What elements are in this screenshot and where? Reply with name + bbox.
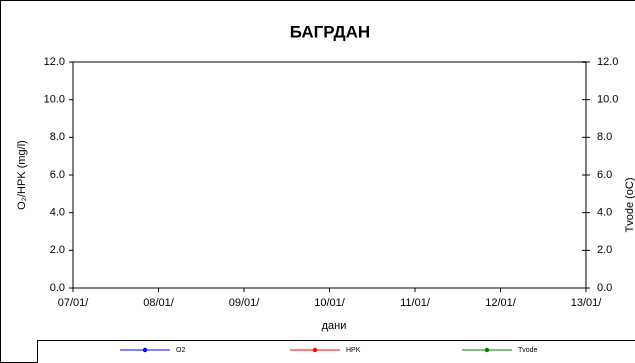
plot-area: [73, 62, 586, 288]
y2-tick-label: 8.0: [597, 131, 612, 143]
y-axis-label: O₂/HPK (mg/l): [16, 140, 28, 210]
legend-label: O2: [176, 347, 185, 354]
x-tick-label: 07/01/: [58, 297, 90, 309]
legend-label: Tvode: [518, 347, 538, 354]
legend-label: HPK: [346, 347, 361, 354]
y2-tick-label: 4.0: [597, 207, 612, 219]
y2-tick-label: 12.0: [597, 56, 618, 68]
y-tick-label: 12.0: [44, 56, 65, 68]
y-tick-label: 8.0: [50, 131, 65, 143]
legend-marker: [312, 347, 318, 353]
x-tick-label: 10/01/: [314, 297, 346, 309]
x-axis-label: дани: [322, 320, 347, 332]
y-tick-label: 0.0: [50, 282, 65, 294]
legend-box: [37, 340, 635, 363]
legend-marker: [142, 347, 148, 353]
y2-axis-label: Tvode (oC): [624, 177, 635, 232]
legend-marker: [484, 347, 490, 353]
x-tick-label: 09/01/: [229, 297, 261, 309]
y2-tick-label: 0.0: [597, 282, 612, 294]
y2-tick-label: 6.0: [597, 169, 612, 181]
y-tick-label: 4.0: [50, 207, 65, 219]
chart-title: БАГРДАН: [290, 22, 370, 41]
y2-tick-label: 2.0: [597, 244, 612, 256]
y-tick-label: 10.0: [44, 94, 65, 106]
y-tick-label: 2.0: [50, 244, 65, 256]
x-tick-label: 12/01/: [485, 297, 517, 309]
x-tick-label: 08/01/: [143, 297, 175, 309]
x-tick-label: 11/01/: [400, 297, 431, 309]
y2-tick-label: 10.0: [597, 94, 618, 106]
x-tick-label: 13/01/: [571, 297, 603, 309]
y-tick-label: 6.0: [50, 169, 65, 181]
